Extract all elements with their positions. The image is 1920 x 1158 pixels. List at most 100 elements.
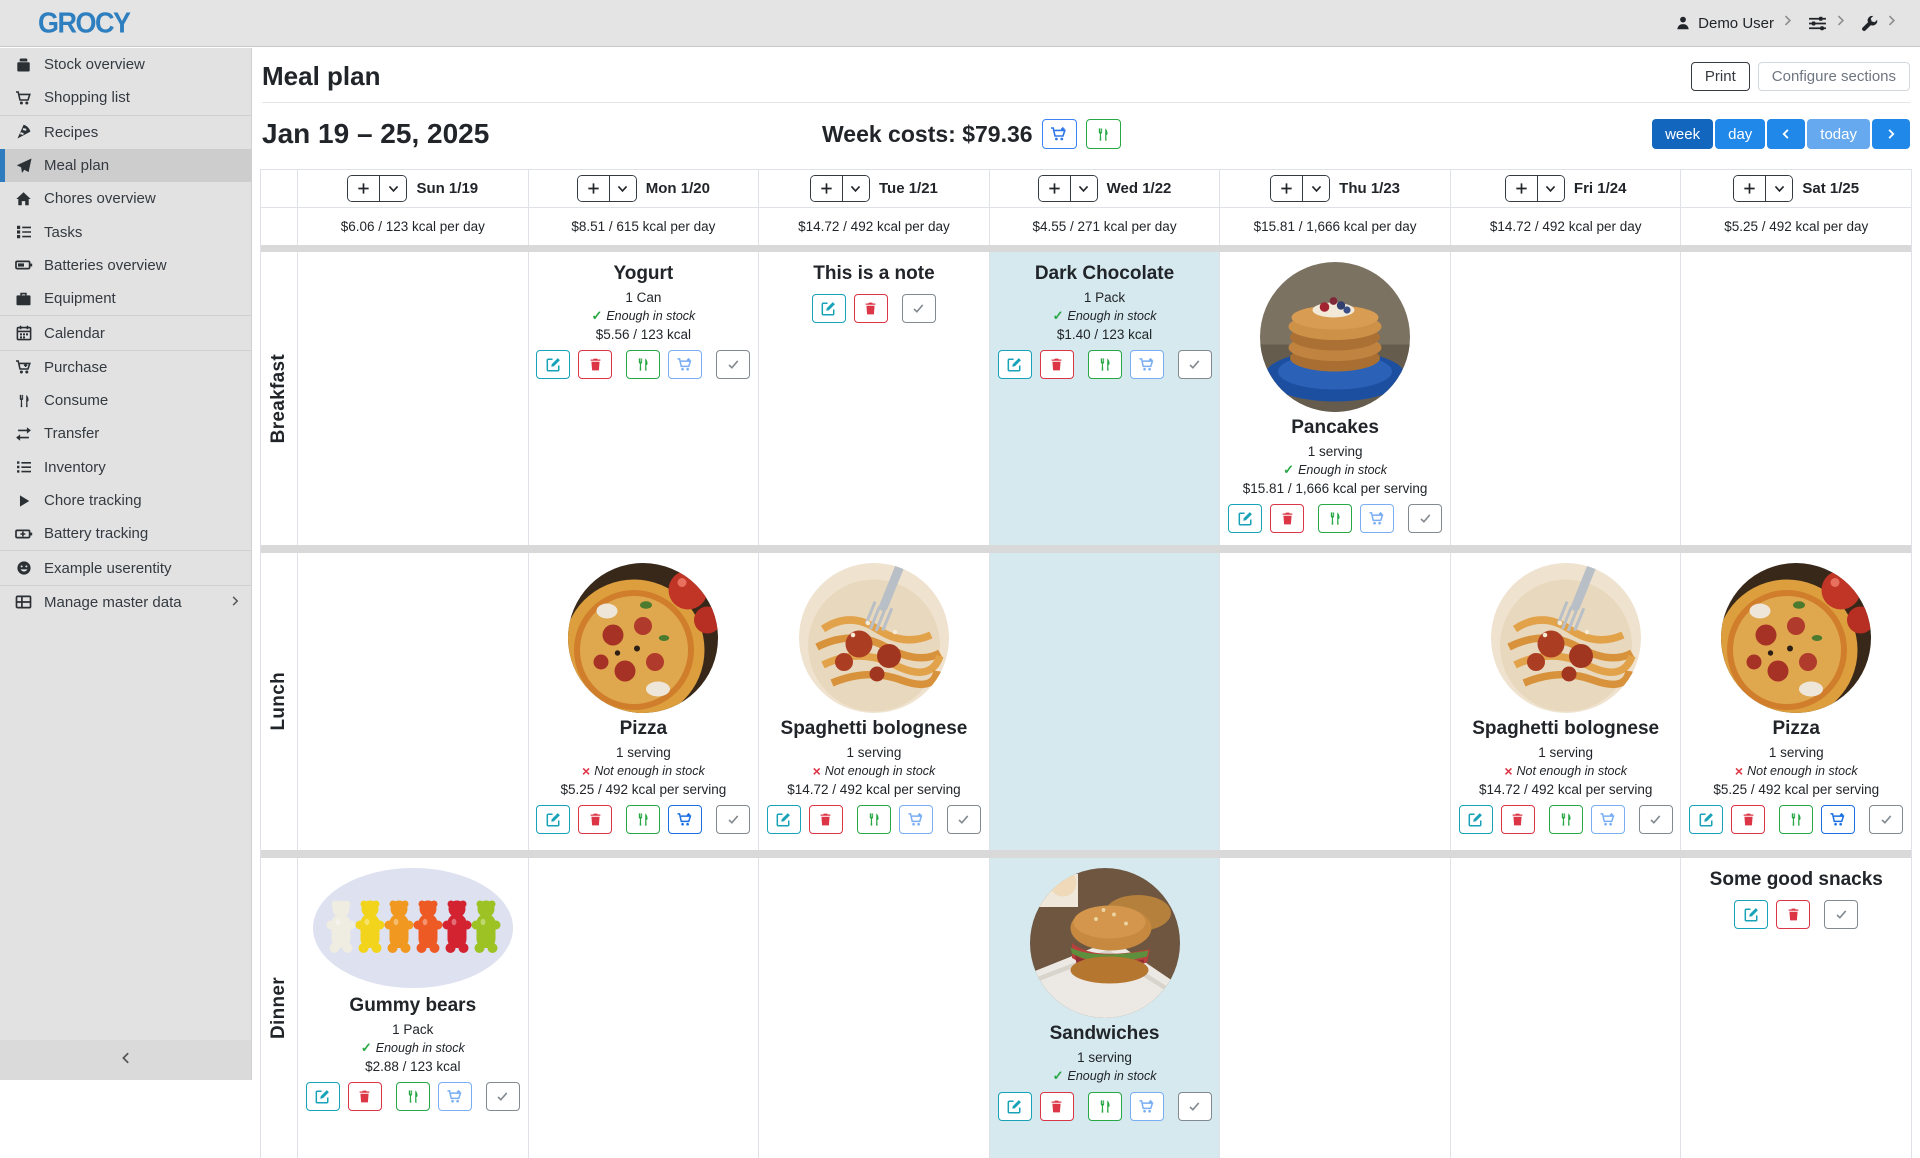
consume-button[interactable] [626,805,661,834]
add-to-cart-button[interactable] [1129,1092,1164,1121]
sidebar-item-tasks[interactable]: Tasks [0,215,251,248]
sidebar-item-recipes[interactable]: Recipes [0,116,251,149]
done-button[interactable] [485,1082,520,1111]
sandwiches-image[interactable] [1029,868,1180,1018]
add-meal-button[interactable] [1734,176,1766,201]
edit-button[interactable] [997,1092,1032,1121]
done-button[interactable] [1824,900,1859,929]
configure-sections-button[interactable]: Configure sections [1757,62,1910,91]
add-to-cart-button[interactable] [437,1082,472,1111]
delete-button[interactable] [1039,350,1074,379]
admin-menu[interactable] [1861,14,1898,32]
sidebar-item-inventory[interactable]: Inventory [0,451,251,484]
meal-item-title[interactable]: Spaghetti bolognese [1472,718,1660,739]
add-to-cart-button[interactable] [1821,805,1856,834]
meal-item-title[interactable]: Sandwiches [1049,1023,1160,1044]
day-menu-button[interactable] [608,176,636,201]
done-button[interactable] [1177,1092,1212,1121]
delete-button[interactable] [578,805,613,834]
sidebar-item-shopping-list[interactable]: Shopping list [0,81,251,114]
edit-button[interactable] [997,350,1032,379]
edit-button[interactable] [1458,805,1493,834]
sidebar-item-consume[interactable]: Consume [0,384,251,417]
meal-item-title[interactable]: Pizza [1772,718,1821,739]
edit-button[interactable] [811,294,846,323]
edit-button[interactable] [536,805,571,834]
delete-button[interactable] [1731,805,1766,834]
consume-button[interactable] [1548,805,1583,834]
view-today-button[interactable]: today [1807,119,1870,149]
pancakes-image[interactable] [1260,262,1411,412]
day-menu-button[interactable] [1302,176,1330,201]
meal-item-title[interactable]: Dark Chocolate [1034,263,1175,284]
consume-button[interactable] [1087,350,1122,379]
sidebar-item-purchase[interactable]: Purchase [0,351,251,384]
add-to-cart-button[interactable] [1360,504,1395,533]
spaghetti-image[interactable] [798,563,949,713]
consume-button[interactable] [1779,805,1814,834]
pizza-image[interactable] [568,563,719,713]
consume-button[interactable] [1087,1092,1122,1121]
add-meal-button[interactable] [1505,176,1537,201]
consume-button[interactable] [1318,504,1353,533]
grocy-logo[interactable]: GROCY [38,6,131,39]
meal-item-title[interactable]: Pancakes [1291,417,1379,438]
next-week-button[interactable] [1872,119,1910,149]
pizza-image[interactable] [1721,563,1872,713]
view-day-button[interactable]: day [1715,119,1766,149]
done-button[interactable] [1638,805,1673,834]
sidebar-item-chores-overview[interactable]: Chores overview [0,182,251,215]
day-menu-button[interactable] [1765,176,1793,201]
meal-item-title[interactable]: Yogurt [613,263,674,284]
add-meal-button[interactable] [810,176,842,201]
done-button[interactable] [1869,805,1904,834]
delete-button[interactable] [1270,504,1305,533]
add-meal-button[interactable] [577,176,609,201]
add-meal-button[interactable] [348,176,380,201]
spaghetti-image[interactable] [1490,563,1641,713]
done-button[interactable] [1408,504,1443,533]
edit-button[interactable] [1689,805,1724,834]
sidebar-item-chore-tracking[interactable]: Chore tracking [0,484,251,517]
day-menu-button[interactable] [379,176,407,201]
sidebar-item-example-userentity[interactable]: Example userentity [0,551,251,584]
sidebar-item-batteries-overview[interactable]: Batteries overview [0,249,251,282]
delete-button[interactable] [1776,900,1811,929]
consume-button[interactable] [395,1082,430,1111]
day-menu-button[interactable] [1069,176,1097,201]
delete-button[interactable] [808,805,843,834]
sidebar-item-transfer[interactable]: Transfer [0,417,251,450]
previous-week-button[interactable] [1767,119,1806,149]
settings-menu[interactable] [1808,14,1847,32]
edit-button[interactable] [536,350,571,379]
add-to-cart-button[interactable] [898,805,933,834]
done-button[interactable] [946,805,981,834]
done-button[interactable] [716,805,751,834]
meal-item-title[interactable]: Gummy bears [349,995,477,1016]
add-meal-button[interactable] [1038,176,1070,201]
gummy-bears-image[interactable] [312,868,513,988]
edit-button[interactable] [766,805,801,834]
day-menu-button[interactable] [841,176,869,201]
sidebar-collapse-button[interactable] [0,1040,251,1080]
day-menu-button[interactable] [1536,176,1564,201]
add-week-to-shopping-list-button[interactable] [1041,119,1077,149]
sidebar-item-calendar[interactable]: Calendar [0,316,251,349]
add-to-cart-button[interactable] [1129,350,1164,379]
view-week-button[interactable]: week [1652,119,1714,149]
sidebar-item-battery-tracking[interactable]: Battery tracking [0,517,251,550]
edit-button[interactable] [1228,504,1263,533]
consume-button[interactable] [856,805,891,834]
delete-button[interactable] [578,350,613,379]
meal-item-title[interactable]: Pizza [619,718,668,739]
done-button[interactable] [1177,350,1212,379]
done-button[interactable] [716,350,751,379]
sidebar-item-manage-master-data[interactable]: Manage master data [0,586,251,619]
edit-button[interactable] [305,1082,340,1111]
done-button[interactable] [901,294,936,323]
delete-button[interactable] [347,1082,382,1111]
sidebar-item-meal-plan[interactable]: Meal plan [0,148,251,183]
delete-button[interactable] [1039,1092,1074,1121]
add-meal-button[interactable] [1271,176,1303,201]
edit-button[interactable] [1734,900,1769,929]
